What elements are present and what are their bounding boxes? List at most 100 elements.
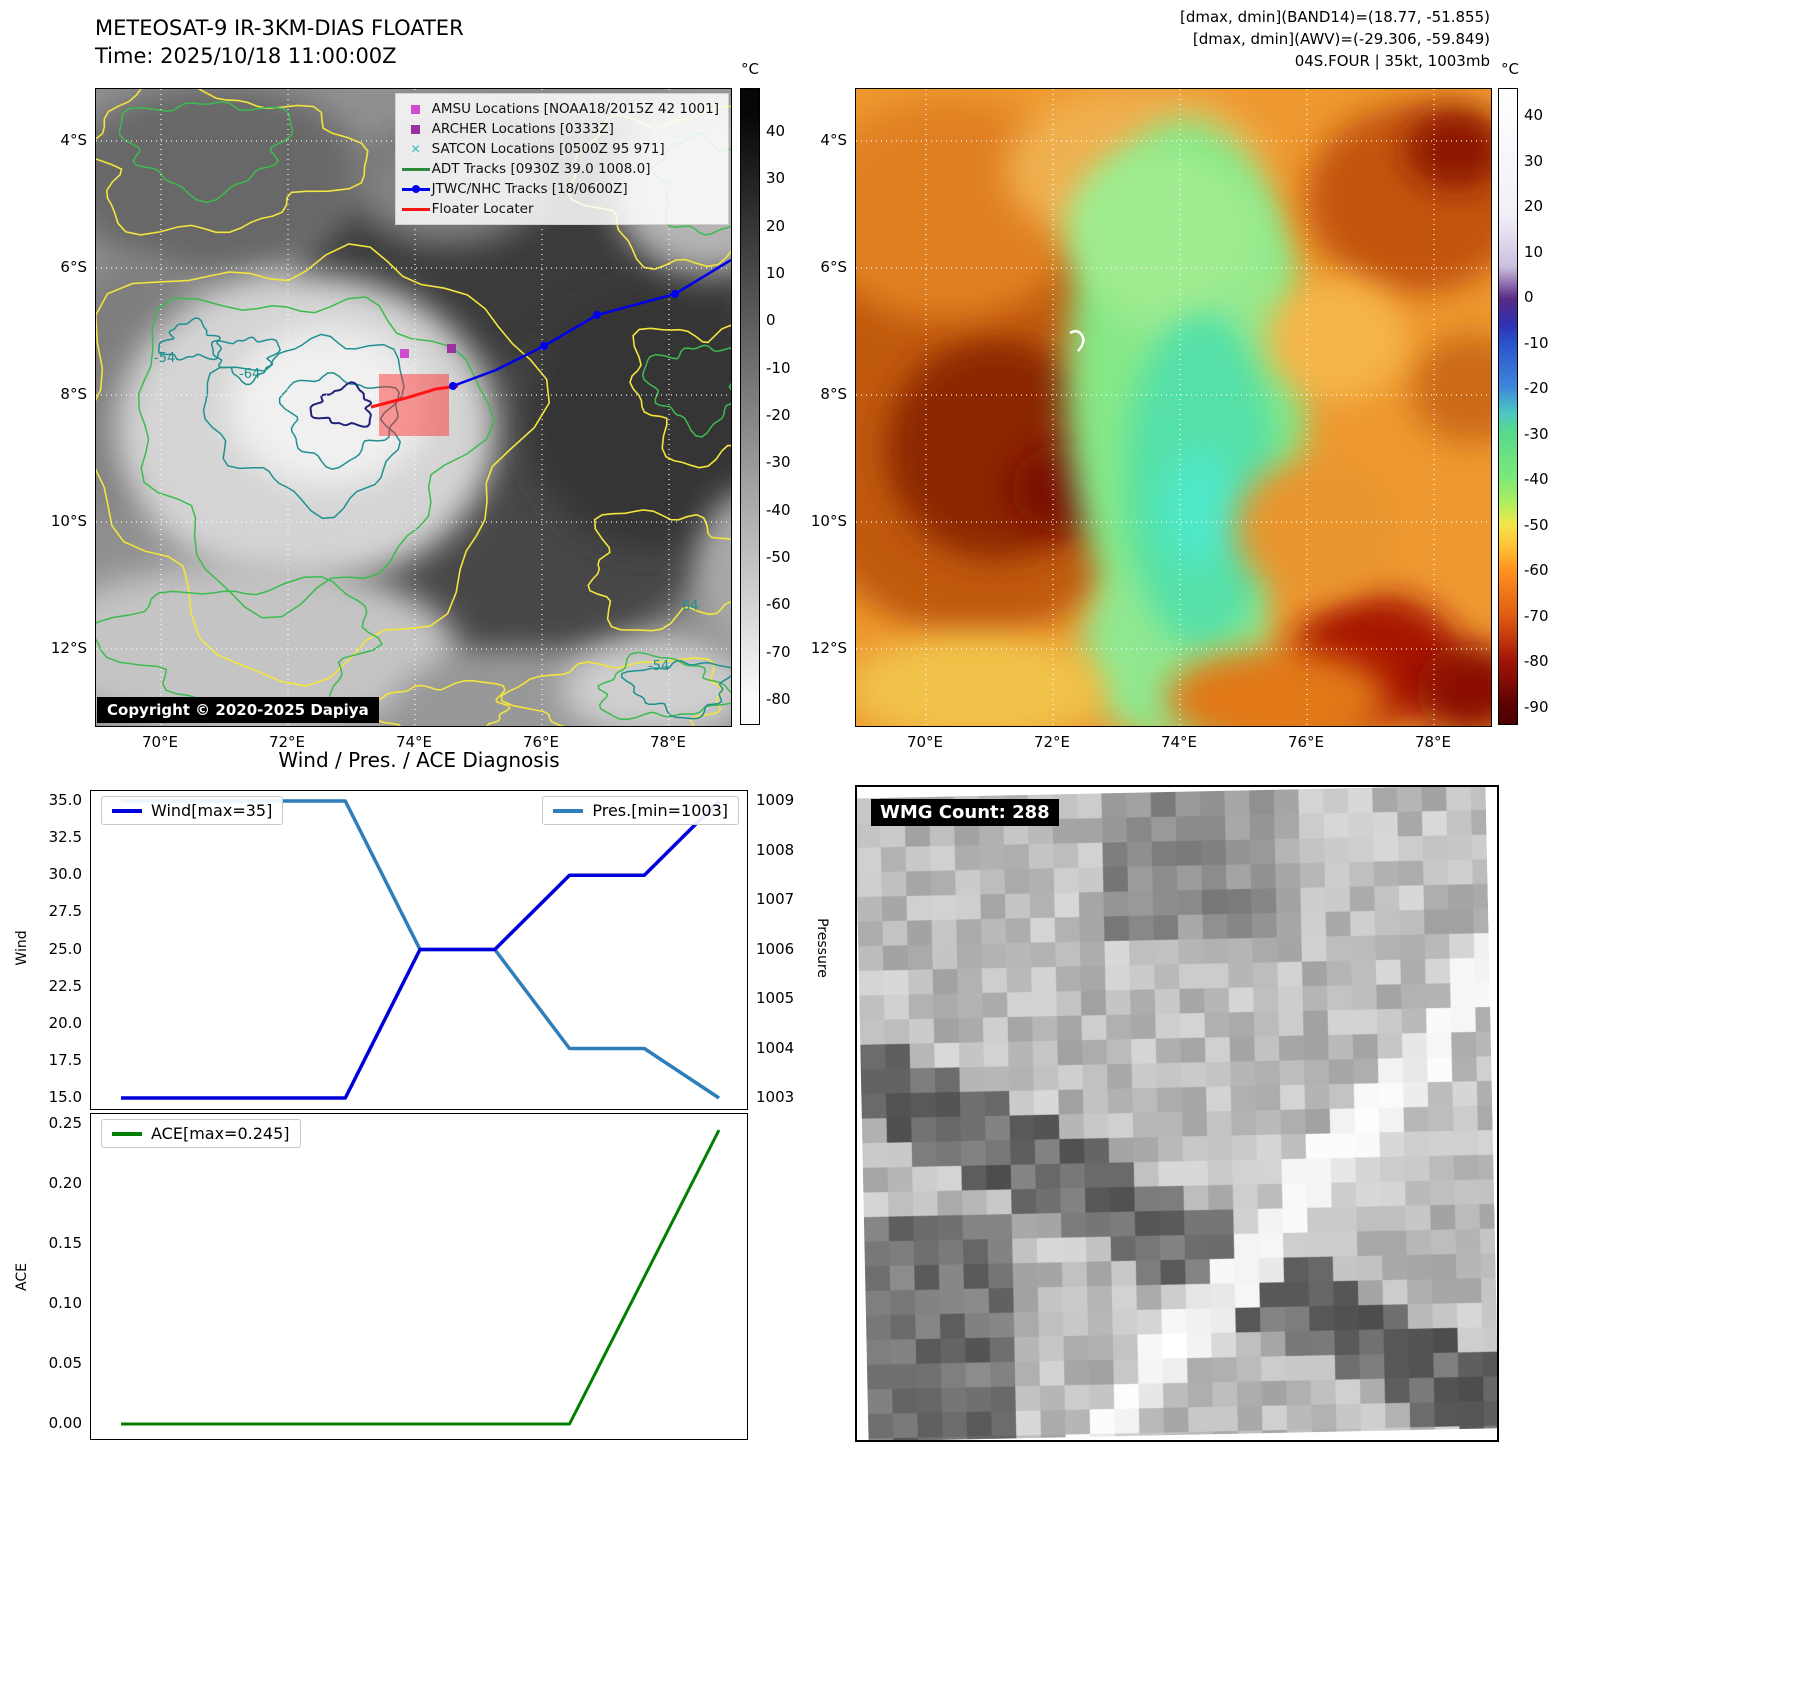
ace-axis-tick: 0.05 <box>48 1354 82 1372</box>
wmg-count-label: WMG Count: 288 <box>871 799 1059 826</box>
square-marker-icon <box>400 122 432 136</box>
line-marker-icon <box>400 202 432 216</box>
ace-legend-line-icon <box>112 1131 142 1136</box>
legend-item-label: JTWC/NHC Tracks [18/0600Z] <box>431 181 628 197</box>
left-map-lon-tick: 76°E <box>522 733 560 751</box>
annotation-band14: [dmax, dmin](BAND14)=(18.77, -51.855) <box>1179 8 1490 26</box>
enhanced-ir-map-image <box>776 89 1531 749</box>
left-colorbar-tick: 30 <box>766 169 786 188</box>
right-colorbar-tick: -20 <box>1524 379 1549 398</box>
ace-axis-tick: 0.00 <box>48 1414 82 1432</box>
left-colorbar-tick: 40 <box>766 122 786 140</box>
right-map-lon-tick: 70°E <box>906 733 944 751</box>
right-colorbar-tick: -30 <box>1524 424 1549 443</box>
wind-axis-tick: 15.0 <box>48 1088 82 1106</box>
pressure-axis-label: Pressure <box>814 918 830 978</box>
right-colorbar-tick: 40 <box>1524 106 1544 124</box>
square-marker-icon <box>400 102 432 116</box>
x-marker-icon: ✕ <box>410 142 421 156</box>
dmax-dmin-annotations: [dmax, dmin](BAND14)=(18.77, -51.855) [d… <box>1180 6 1490 72</box>
right-colorbar-unit: °C <box>1501 60 1519 78</box>
left-colorbar-tick: 10 <box>766 263 786 282</box>
right-map-lon-tick: 76°E <box>1287 733 1325 751</box>
left-colorbar-tick: -30 <box>766 453 791 472</box>
right-colorbar-tick: 30 <box>1524 151 1544 170</box>
left-map-title: METEOSAT-9 IR-3KM-DIAS FLOATER <box>95 16 464 40</box>
left-colorbar-tick: -80 <box>766 689 791 708</box>
right-colorbar-tick: -50 <box>1524 515 1549 534</box>
pressure-legend-line-icon <box>553 808 584 813</box>
annotation-storm-id: 04S.FOUR | 35kt, 1003mb <box>1294 52 1490 70</box>
ace-axis-tick: 0.25 <box>48 1114 82 1132</box>
legend-item: ADT Tracks [0930Z 39.0 1008.0] <box>400 159 719 179</box>
wind-pressure-lines <box>91 791 747 1109</box>
wind-axis-tick: 35.0 <box>48 791 82 809</box>
left-colorbar-tick: -70 <box>766 642 791 661</box>
right-colorbar-tick: -80 <box>1524 652 1549 671</box>
line-dot-marker-icon <box>400 182 432 196</box>
copyright-label: Copyright © 2020-2025 Dapiya <box>97 697 379 723</box>
wmg-pixel-mosaic <box>857 787 1497 1440</box>
left-colorbar-tick: 0 <box>766 311 776 330</box>
pressure-axis-tick: 1007 <box>756 890 795 908</box>
left-map-lon-tick: 78°E <box>649 733 687 751</box>
left-map-lat-tick: 8°S <box>60 385 87 403</box>
pressure-axis-tick: 1005 <box>756 989 795 1007</box>
right-map-lon-tick: 72°E <box>1033 733 1071 751</box>
pressure-axis-tick: 1004 <box>756 1038 795 1057</box>
wind-axis-tick: 17.5 <box>48 1050 82 1069</box>
left-map-lat-tick: 6°S <box>60 258 87 276</box>
ace-axis-tick: 0.20 <box>48 1174 82 1192</box>
contour-value-label: -54 <box>648 659 670 674</box>
wind-axis-tick: 20.0 <box>48 1013 82 1032</box>
wind-legend-label: Wind[max=35] <box>151 801 273 820</box>
left-colorbar-tick: -40 <box>766 500 791 519</box>
wind-legend-line-icon <box>112 808 142 813</box>
right-colorbar <box>1498 88 1518 725</box>
ace-legend-label: ACE[max=0.245] <box>151 1124 290 1143</box>
right-colorbar-tick: 10 <box>1524 242 1544 261</box>
right-map-lat-tick: 10°S <box>810 512 847 530</box>
contour-value-label: -64 <box>239 367 261 382</box>
left-colorbar-tick: -10 <box>766 358 791 377</box>
pressure-axis-tick: 1003 <box>756 1088 795 1106</box>
left-colorbar-tick: 20 <box>766 216 786 235</box>
left-map-lon-tick: 72°E <box>268 733 306 751</box>
pressure-axis-tick: 1006 <box>756 939 795 958</box>
wind-pressure-chart: Wind[max=35] Pres.[min=1003] <box>90 790 748 1110</box>
right-colorbar-tick: -90 <box>1524 698 1549 717</box>
enhanced-ir-map <box>776 88 1531 749</box>
right-colorbar-tick: -60 <box>1524 561 1549 580</box>
left-map-lat-tick: 12°S <box>50 639 87 657</box>
left-colorbar-tick: -20 <box>766 405 791 424</box>
legend-item: ARCHER Locations [0333Z] <box>400 119 719 139</box>
line-marker-icon <box>400 162 432 176</box>
left-map-lat-tick: 4°S <box>60 131 87 149</box>
left-map-lat-tick: 10°S <box>50 512 87 530</box>
ace-line <box>91 1114 747 1439</box>
wind-legend: Wind[max=35] <box>101 796 284 825</box>
right-map-lat-tick: 6°S <box>820 258 847 276</box>
right-map-lon-tick: 78°E <box>1414 733 1452 751</box>
pressure-legend: Pres.[min=1003] <box>542 796 739 825</box>
left-colorbar <box>740 88 760 725</box>
wind-axis-tick: 27.5 <box>48 902 82 921</box>
ace-axis-tick: 0.15 <box>48 1234 82 1252</box>
right-map-lat-tick: 8°S <box>820 385 847 403</box>
legend-item-label: ARCHER Locations [0333Z] <box>431 121 614 137</box>
cyclone-center-icon <box>1069 330 1085 352</box>
wmg-image <box>857 787 1497 1440</box>
wind-axis-tick: 25.0 <box>48 939 82 958</box>
pressure-legend-label: Pres.[min=1003] <box>592 801 728 820</box>
diagnosis-title: Wind / Pres. / ACE Diagnosis <box>278 748 560 772</box>
left-map-lon-tick: 70°E <box>141 733 179 751</box>
left-map-subtitle: Time: 2025/10/18 11:00:00Z <box>95 44 397 68</box>
pressure-axis-tick: 1008 <box>756 840 795 859</box>
right-colorbar-tick: -70 <box>1524 606 1549 625</box>
right-map-lat-tick: 12°S <box>810 639 847 657</box>
legend-item: AMSU Locations [NOAA18/2015Z 42 1001] <box>400 99 719 119</box>
wind-axis-tick: 30.0 <box>48 865 82 884</box>
legend-item-label: AMSU Locations [NOAA18/2015Z 42 1001] <box>431 101 719 117</box>
legend-item: JTWC/NHC Tracks [18/0600Z] <box>400 179 719 199</box>
